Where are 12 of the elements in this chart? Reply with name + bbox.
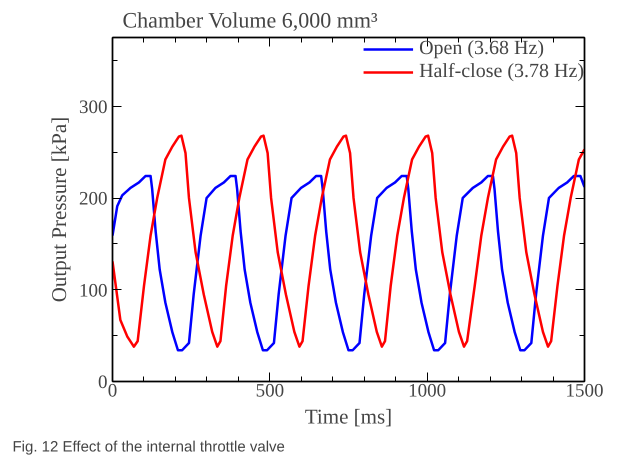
y-tick-label: 200 [79, 188, 108, 210]
x-tick-label: 500 [256, 380, 284, 402]
y-tick-label: 300 [79, 96, 108, 118]
legend-label: Half-close (3.78 Hz) [419, 60, 584, 83]
x-tick-label: 1000 [408, 380, 446, 402]
x-axis-title: Time [ms] [304, 404, 392, 428]
legend-label: Open (3.68 Hz) [419, 37, 544, 60]
y-axis-title: Output Pressure [kPa] [47, 116, 71, 302]
chart-title: Chamber Volume 6,000 mm³ [122, 8, 378, 32]
y-tick-label: 100 [79, 280, 108, 302]
caption: Fig. 12 Effect of the internal throttle valve [12, 438, 285, 456]
x-tick-label: 1500 [566, 380, 604, 402]
